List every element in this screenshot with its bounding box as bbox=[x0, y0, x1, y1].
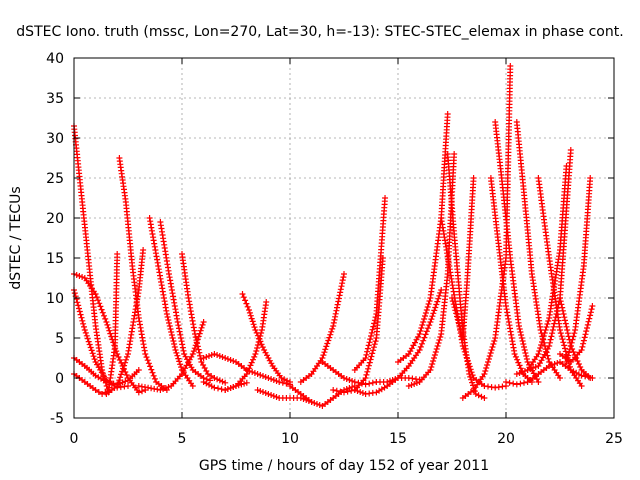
series-markers bbox=[449, 175, 477, 341]
x-axis-label: GPS time / hours of day 152 of year 2011 bbox=[199, 458, 489, 474]
data-series-27 bbox=[444, 151, 488, 401]
data-series-18 bbox=[297, 271, 347, 385]
data-series-32 bbox=[487, 175, 535, 385]
plot-frame bbox=[73, 57, 615, 419]
series-line bbox=[300, 273, 345, 383]
data-series-34 bbox=[524, 147, 574, 373]
x-tick-label: 5 bbox=[178, 431, 187, 447]
series-markers bbox=[146, 215, 196, 389]
y-tick-label: -5 bbox=[50, 411, 64, 427]
data-series-15 bbox=[200, 351, 293, 388]
data-series-35 bbox=[535, 175, 585, 389]
x-tick-label: 20 bbox=[497, 431, 515, 447]
data-series-38 bbox=[563, 175, 594, 365]
data-series-28 bbox=[449, 175, 477, 341]
series-markers bbox=[135, 319, 207, 393]
data-series-5 bbox=[116, 155, 170, 393]
data-series-8 bbox=[157, 219, 214, 384]
series-markers bbox=[535, 175, 585, 389]
chart-title: dSTEC Iono. truth (mssc, Lon=270, Lat=30… bbox=[16, 24, 623, 40]
series-markers bbox=[373, 287, 445, 385]
series-markers bbox=[557, 303, 596, 365]
data-series-16 bbox=[254, 387, 315, 405]
y-tick-label: 5 bbox=[55, 331, 64, 347]
y-tick-label: 0 bbox=[55, 371, 64, 387]
y-tick-label: 40 bbox=[46, 51, 64, 67]
series-markers bbox=[157, 219, 214, 384]
series-markers bbox=[487, 175, 535, 385]
data-series-37 bbox=[557, 303, 596, 365]
y-axis-label: dSTEC / TECUs bbox=[8, 186, 24, 289]
series-markers bbox=[116, 155, 170, 393]
y-tick-label: 10 bbox=[46, 291, 64, 307]
series-layer bbox=[71, 63, 596, 409]
x-tick-label: 25 bbox=[605, 431, 623, 447]
series-markers bbox=[319, 359, 380, 388]
data-series-24 bbox=[395, 111, 451, 365]
y-tick-label: 30 bbox=[46, 131, 64, 147]
data-series-10 bbox=[135, 319, 207, 393]
series-markers bbox=[179, 251, 229, 386]
data-series-31 bbox=[513, 119, 563, 381]
y-tick-label: 25 bbox=[46, 171, 64, 187]
series-markers bbox=[563, 175, 594, 365]
series-markers bbox=[503, 359, 596, 388]
data-series-39 bbox=[503, 359, 596, 388]
y-tick-label: 20 bbox=[46, 211, 64, 227]
y-tick-label: 35 bbox=[46, 91, 64, 107]
data-series-23 bbox=[373, 287, 445, 385]
data-series-9 bbox=[179, 251, 229, 386]
data-series-20 bbox=[330, 255, 386, 396]
data-series-1 bbox=[71, 123, 112, 396]
series-markers bbox=[492, 119, 542, 385]
y-tick-label: 15 bbox=[46, 251, 64, 267]
data-series-19 bbox=[319, 359, 380, 388]
series-markers bbox=[71, 123, 112, 396]
series-markers bbox=[297, 271, 347, 385]
series-markers bbox=[330, 255, 386, 396]
series-markers bbox=[200, 351, 293, 388]
x-tick-label: 15 bbox=[389, 431, 407, 447]
series-markers bbox=[444, 151, 488, 401]
x-tick-label: 10 bbox=[281, 431, 299, 447]
data-series-21 bbox=[351, 195, 389, 373]
x-tick-label: 0 bbox=[70, 431, 79, 447]
series-markers bbox=[513, 119, 563, 381]
data-series-11 bbox=[71, 355, 142, 388]
axis-ticks: 0 5 10 15 20 25 -5 0 5 10 15 20 25 30 35 40 bbox=[46, 51, 623, 447]
series-markers bbox=[351, 195, 389, 373]
